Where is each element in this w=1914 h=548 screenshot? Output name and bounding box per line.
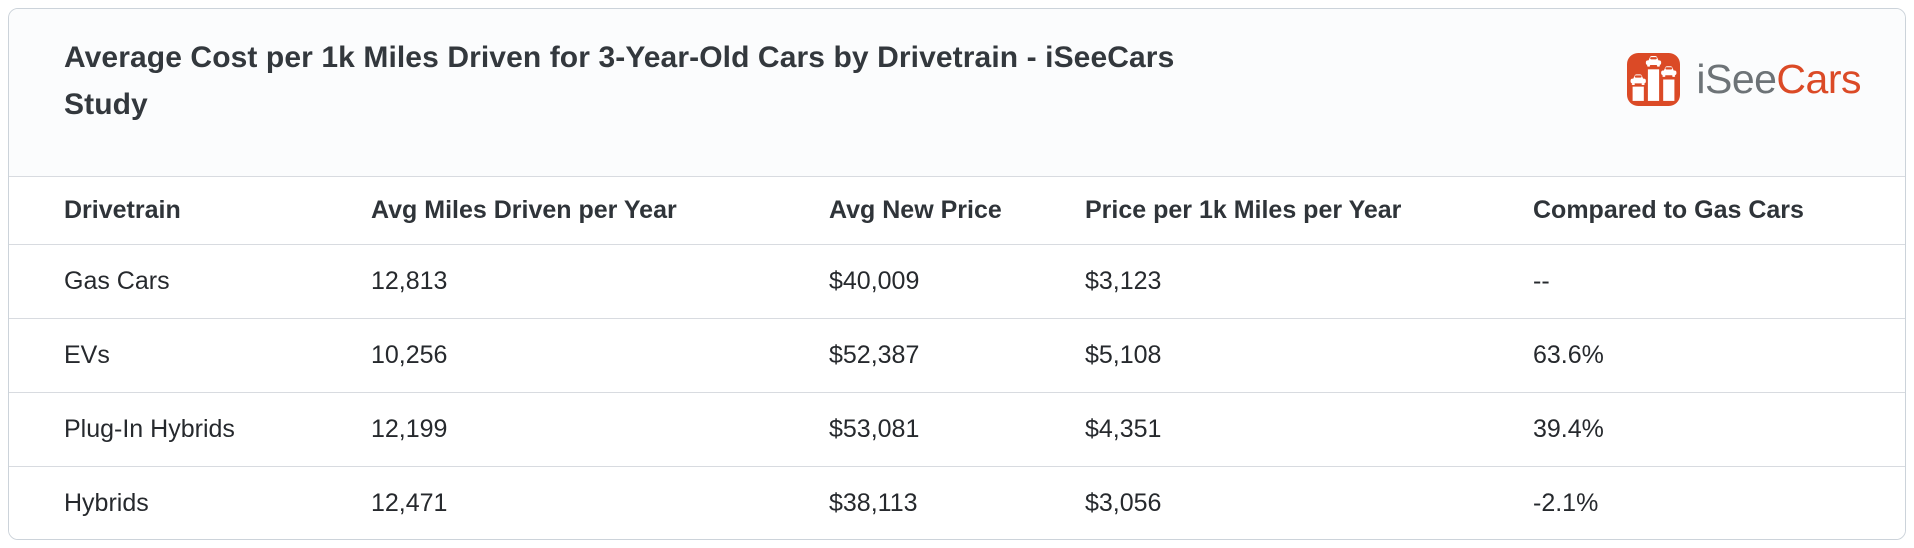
cell-avg-new-price: $40,009 <box>829 244 1085 319</box>
cell-compared: -- <box>1533 244 1905 319</box>
column-header-price-per-1k: Price per 1k Miles per Year <box>1085 177 1533 245</box>
brand-name: iSeeCars <box>1696 56 1861 103</box>
cell-avg-miles: 12,471 <box>371 488 448 517</box>
table-body: Gas Cars 12,813 $40,009 $3,123 -- EVs 10… <box>9 244 1905 539</box>
cell-drivetrain: Plug-In Hybrids <box>9 392 371 467</box>
page-title: Average Cost per 1k Miles Driven for 3-Y… <box>64 41 1175 122</box>
brand-name-prefix: iSee <box>1696 56 1777 102</box>
iseecars-logo[interactable]: iSeeCars <box>1627 53 1861 106</box>
card-header: Average Cost per 1k Miles Driven for 3-Y… <box>9 9 1905 177</box>
table-header: Drivetrain Avg Miles Driven per Year Avg… <box>9 177 1905 245</box>
drivetrain-cost-table: Drivetrain Avg Miles Driven per Year Avg… <box>9 177 1905 539</box>
column-header-avg-miles: Avg Miles Driven per Year <box>371 177 829 245</box>
cell-drivetrain: EVs <box>9 318 371 393</box>
cell-avg-new-price: $53,081 <box>829 392 1085 467</box>
bar-chart-cars-icon <box>1627 53 1681 106</box>
cell-compared: 63.6% <box>1533 318 1905 393</box>
column-header-drivetrain: Drivetrain <box>9 177 371 245</box>
table-row-hybrids: Hybrids 12,471 $38,113 $3,056 -2.1% <box>9 466 1905 539</box>
cell-avg-new-price: $52,387 <box>829 318 1085 393</box>
table-header-row: Drivetrain Avg Miles Driven per Year Avg… <box>9 177 1905 245</box>
cell-price-per-1k: $3,056 <box>1085 488 1162 517</box>
table-row-plug-in-hybrids: Plug-In Hybrids 12,199 $53,081 $4,351 39… <box>9 392 1905 467</box>
cell-price-per-1k: $4,351 <box>1085 392 1533 467</box>
column-header-avg-new-price: Avg New Price <box>829 177 1085 245</box>
cell-drivetrain: Gas Cars <box>9 244 371 319</box>
cell-price-per-1k: $3,123 <box>1085 244 1533 319</box>
cell-drivetrain: Hybrids <box>64 488 149 517</box>
column-header-compared: Compared to Gas Cars <box>1533 177 1905 245</box>
cell-price-per-1k: $5,108 <box>1085 318 1533 393</box>
brand-name-suffix: Cars <box>1776 56 1861 102</box>
cell-compared: 39.4% <box>1533 392 1905 467</box>
cell-avg-miles: 10,256 <box>371 318 829 393</box>
table-row-evs: EVs 10,256 $52,387 $5,108 63.6% <box>9 318 1905 393</box>
study-table-card: Average Cost per 1k Miles Driven for 3-Y… <box>8 8 1906 540</box>
cell-avg-miles: 12,813 <box>371 244 829 319</box>
cell-avg-miles: 12,199 <box>371 392 829 467</box>
cell-compared: -2.1% <box>1533 488 1599 517</box>
table-row-gas-cars: Gas Cars 12,813 $40,009 $3,123 -- <box>9 244 1905 319</box>
cell-avg-new-price: $38,113 <box>829 488 918 517</box>
